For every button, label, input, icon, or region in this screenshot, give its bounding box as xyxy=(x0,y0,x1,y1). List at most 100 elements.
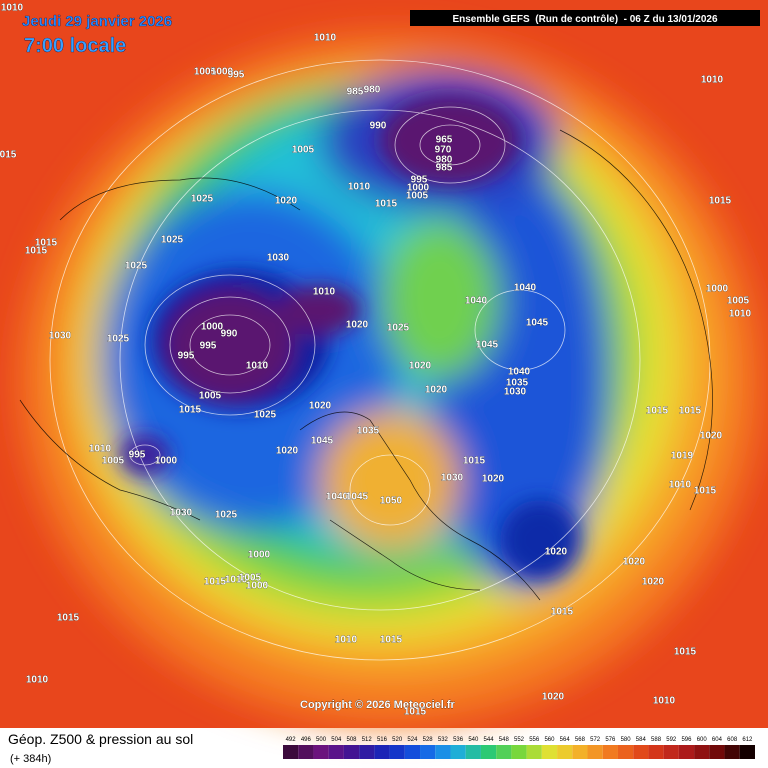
pressure-label: 1040 xyxy=(326,492,349,503)
pressure-label: 1015 xyxy=(25,246,48,257)
pressure-label: 1025 xyxy=(254,410,277,421)
colorbar-swatch xyxy=(374,745,390,759)
colorbar-swatch xyxy=(328,745,344,759)
colorbar-swatch xyxy=(404,745,421,759)
colorbar-label: 556 xyxy=(529,737,540,743)
colorbar-label: 524 xyxy=(407,737,418,743)
pressure-label: 985 xyxy=(436,163,453,174)
colorbar-label: 536 xyxy=(453,737,464,743)
pressure-label: 1045 xyxy=(526,318,549,329)
pressure-label: 1015 xyxy=(463,456,486,467)
pressure-label: 1020 xyxy=(700,431,723,442)
footer-lead: (+ 384h) xyxy=(10,753,51,765)
pressure-label: 1000 xyxy=(211,67,234,78)
colorbar-label: 600 xyxy=(697,737,708,743)
pressure-label: 1020 xyxy=(545,547,568,558)
pressure-label: 1020 xyxy=(425,385,448,396)
colorbar-label: 552 xyxy=(514,737,525,743)
colorbar-swatch xyxy=(724,745,740,759)
colorbar-swatch xyxy=(663,745,679,759)
pressure-label: 1010 xyxy=(701,75,724,86)
colorbar-swatch xyxy=(709,745,725,759)
pressure-label: 1015 xyxy=(204,577,227,588)
pressure-label: 1005 xyxy=(194,67,217,78)
colorbar-swatch xyxy=(572,745,588,759)
colorbar-label: 528 xyxy=(423,737,434,743)
model-info: Ensemble GEFS (Run de contrôle) - 06 Z d… xyxy=(452,14,718,25)
pressure-label: 1010 xyxy=(1,3,24,14)
colorbar-label: 504 xyxy=(331,737,342,743)
colorbar-label: 532 xyxy=(438,737,449,743)
pressure-label: 1025 xyxy=(125,261,148,272)
pressure-label: 1015 xyxy=(35,238,58,249)
pressure-label: 990 xyxy=(221,329,238,340)
pressure-label: 1010 xyxy=(653,696,676,707)
colorbar-label: 560 xyxy=(544,737,555,743)
pressure-label: 995 xyxy=(200,341,217,352)
colorbar-label: 500 xyxy=(316,737,327,743)
pressure-label: 1010 xyxy=(246,361,269,372)
pressure-label: 1005 xyxy=(406,191,429,202)
pressure-label: 1000 xyxy=(155,456,178,467)
pressure-label: 1010 xyxy=(729,309,752,320)
pressure-label: 1000 xyxy=(407,183,430,194)
pressure-label: 995 xyxy=(178,351,195,362)
pressure-label: 1020 xyxy=(409,361,432,372)
colorbar-swatch xyxy=(587,745,603,759)
pressure-label: 985 xyxy=(347,87,364,98)
pressure-label: 1015 xyxy=(646,406,669,417)
pressure-label: 990 xyxy=(370,121,387,132)
date: Jeudi 29 janvier 2026 xyxy=(22,13,172,30)
pressure-label: 1005 xyxy=(292,145,315,156)
pressure-label: 1020 xyxy=(623,557,646,568)
colorbar-label: 520 xyxy=(392,737,403,743)
colorbar-label: 540 xyxy=(468,737,479,743)
pressure-label: 1015 xyxy=(709,196,732,207)
pressure-label: 1005 xyxy=(102,456,125,467)
pressure-label: 980 xyxy=(436,155,453,166)
colorbar-label: 508 xyxy=(347,737,358,743)
pressure-label: 1019 xyxy=(671,451,694,462)
pressure-label: 1000 xyxy=(248,550,271,561)
pressure-label: 1015 xyxy=(57,613,80,624)
colorbar-swatch xyxy=(648,745,664,759)
colorbar-swatch xyxy=(435,745,451,759)
colorbar-label: 592 xyxy=(666,737,677,743)
pressure-label: 1010 xyxy=(669,480,692,491)
colorbar-swatch xyxy=(541,745,558,759)
colorbar-swatch xyxy=(389,745,405,759)
colorbar-swatch xyxy=(557,745,573,759)
colorbar-swatch xyxy=(602,745,618,759)
pressure-label: 1030 xyxy=(49,331,72,342)
pressure-label: 995 xyxy=(411,175,428,186)
pressure-label: 1030 xyxy=(441,473,464,484)
pressure-label: 1045 xyxy=(311,436,334,447)
pressure-label: 1040 xyxy=(514,283,537,294)
colorbar-swatch xyxy=(694,745,710,759)
pressure-label: 1015 xyxy=(679,406,702,417)
colorbar-label: 492 xyxy=(286,737,297,743)
pressure-label: 995 xyxy=(129,450,146,461)
map-field: Copyright © 2026 Meteociel.fr xyxy=(0,0,768,728)
pressure-label: 1025 xyxy=(215,510,238,521)
pressure-label: 1020 xyxy=(309,401,332,412)
pressure-label: 1040 xyxy=(465,296,488,307)
colorbar-swatch xyxy=(465,745,481,759)
pressure-label: 1000 xyxy=(706,284,729,295)
colorbar-swatch xyxy=(739,745,755,759)
colorbar-label: 516 xyxy=(377,737,388,743)
colorbar-swatch xyxy=(313,745,329,759)
pressure-label: 015 xyxy=(0,150,17,161)
pressure-label: 1010 xyxy=(225,575,248,586)
colorbar-label: 584 xyxy=(636,737,647,743)
pressure-label: 1020 xyxy=(346,320,369,331)
pressure-label: 1020 xyxy=(642,577,665,588)
colorbar-swatch xyxy=(526,745,542,759)
copyright: Copyright © 2026 Meteociel.fr xyxy=(300,699,456,711)
colorbar-label: 544 xyxy=(484,737,495,743)
colorbar-swatch xyxy=(359,745,375,759)
pressure-label: 1020 xyxy=(276,446,299,457)
colorbar-swatch xyxy=(496,745,512,759)
colorbar-label: 612 xyxy=(742,737,753,743)
pressure-label: 980 xyxy=(364,85,381,96)
